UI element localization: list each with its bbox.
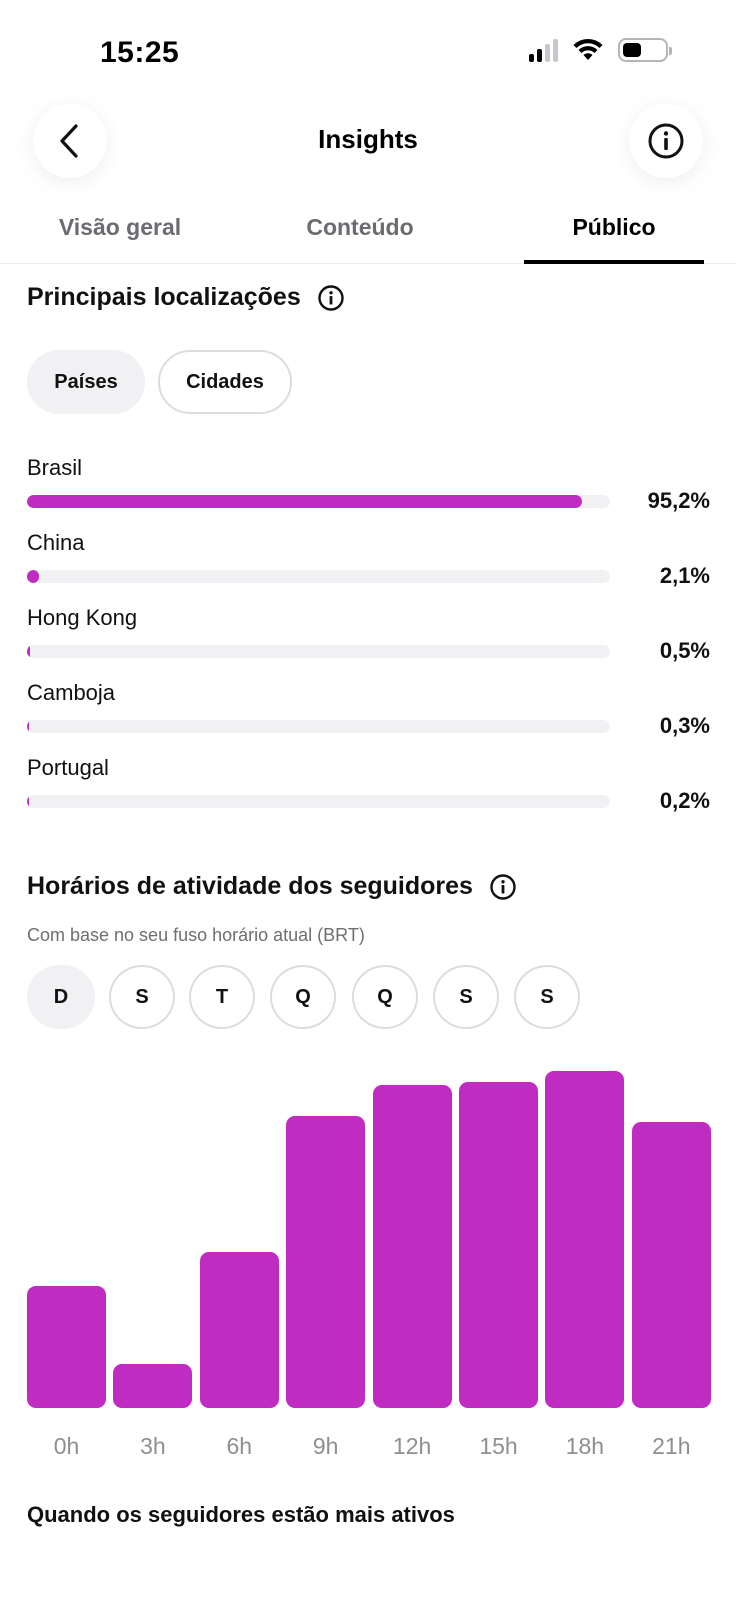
locations-title-text: Principais localizações	[27, 283, 301, 311]
location-row: Brasil 95,2%	[27, 455, 710, 530]
location-row: Camboja 0,3%	[27, 680, 710, 755]
location-name: Camboja	[27, 680, 116, 705]
location-name: China	[27, 530, 85, 555]
location-bar-fill	[27, 495, 583, 508]
location-value: 95,2%	[647, 488, 710, 513]
day-selector-thursday[interactable]: Q	[352, 965, 418, 1029]
tab-overview[interactable]: Visão geral	[58, 214, 182, 240]
activity-bar-3h	[113, 1363, 193, 1408]
activity-x-label: 12h	[392, 1433, 432, 1459]
location-name: Portugal	[27, 755, 109, 780]
header: Insights	[0, 100, 736, 180]
activity-bar-9h	[286, 1115, 366, 1408]
activity-bar-15h	[459, 1081, 538, 1408]
activity-x-label: 3h	[140, 1433, 166, 1459]
location-bar-track	[27, 720, 610, 733]
day-selector-sunday[interactable]: D	[27, 965, 95, 1029]
cellular-signal-icon	[529, 38, 558, 62]
filter-countries[interactable]: Países	[27, 350, 145, 414]
activity-x-label: 9h	[312, 1433, 339, 1459]
activity-bar-21h	[631, 1122, 711, 1408]
active-tab-indicator	[524, 260, 704, 264]
location-bar-fill	[27, 795, 30, 808]
location-row: China 2,1%	[27, 530, 710, 605]
location-bar-fill	[27, 570, 40, 583]
locations-section-title: Principais localizações	[27, 283, 345, 312]
activity-bar-18h	[545, 1071, 625, 1408]
day-selector-monday[interactable]: S	[109, 965, 175, 1029]
info-button[interactable]	[629, 104, 703, 178]
location-bar-fill	[27, 720, 30, 733]
activity-x-label: 18h	[565, 1433, 605, 1459]
chevron-left-icon	[60, 124, 78, 158]
activity-section-title: Horários de atividade dos seguidores	[27, 872, 517, 901]
location-bar-fill	[27, 645, 30, 658]
tab-content[interactable]: Conteúdo	[306, 214, 414, 240]
activity-title-text: Horários de atividade dos seguidores	[27, 872, 473, 900]
location-value: 0,2%	[659, 788, 710, 813]
activity-bar-12h	[372, 1085, 452, 1408]
back-button[interactable]	[33, 104, 107, 178]
day-selector-friday[interactable]: S	[433, 965, 499, 1029]
location-name: Brasil	[27, 455, 83, 480]
location-row: Hong Kong 0,5%	[27, 605, 710, 680]
most-active-title: Quando os seguidores estão mais ativos	[27, 1502, 455, 1527]
activity-x-label: 15h	[479, 1433, 518, 1459]
activity-x-label: 6h	[226, 1433, 253, 1459]
location-name: Hong Kong	[27, 605, 138, 630]
info-icon[interactable]	[317, 284, 345, 312]
status-time: 15:25	[100, 36, 180, 69]
activity-bar-6h	[199, 1251, 279, 1408]
tab-audience[interactable]: Público	[572, 214, 656, 240]
location-value: 0,5%	[659, 638, 710, 663]
activity-bar-0h	[27, 1285, 106, 1408]
day-selector-saturday[interactable]: S	[514, 965, 580, 1029]
location-bar-track	[27, 645, 610, 658]
activity-x-label: 0h	[53, 1433, 80, 1459]
day-selector-tuesday[interactable]: T	[189, 965, 255, 1029]
location-bar-track	[27, 495, 610, 508]
status-bar: 15:25	[0, 0, 736, 100]
location-bar-track	[27, 795, 610, 808]
day-selector-wednesday[interactable]: Q	[270, 965, 336, 1029]
activity-x-label: 21h	[652, 1433, 691, 1459]
wifi-icon	[573, 38, 603, 60]
location-row: Portugal 0,2%	[27, 755, 710, 830]
activity-subtitle: Com base no seu fuso horário atual (BRT)	[27, 925, 365, 945]
page-title: Insights	[318, 124, 418, 154]
tab-bar: Visão geral Conteúdo Público	[0, 200, 736, 264]
info-icon[interactable]	[489, 873, 517, 901]
activity-bar-chart: 0h 3h 6h 9h 12h 15h 18h 21h	[27, 1040, 711, 1460]
location-bar-track	[27, 570, 610, 583]
info-icon	[648, 123, 684, 159]
location-value: 0,3%	[659, 713, 710, 738]
battery-icon	[618, 38, 672, 62]
location-value: 2,1%	[659, 563, 710, 588]
status-icons	[529, 38, 672, 62]
filter-cities[interactable]: Cidades	[158, 350, 292, 414]
